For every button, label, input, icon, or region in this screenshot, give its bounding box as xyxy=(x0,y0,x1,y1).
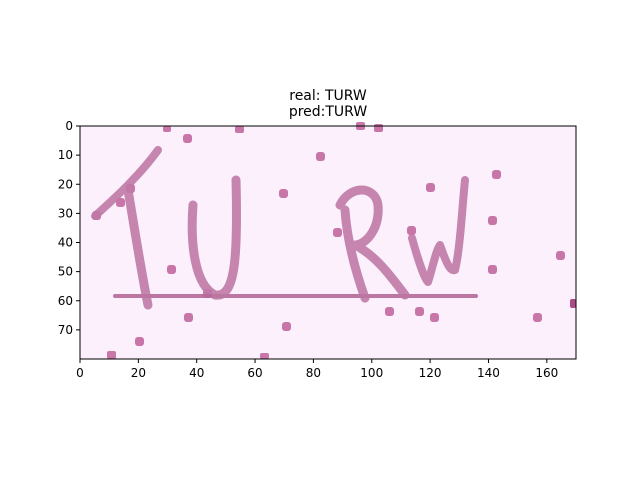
title-pred: pred:TURW xyxy=(289,104,368,120)
y-axis: 0 10 20 30 40 50 60 70 xyxy=(58,119,80,337)
y-tick-label: 50 xyxy=(58,265,73,279)
x-tick-label: 160 xyxy=(535,366,558,380)
image-background xyxy=(80,126,576,359)
x-axis: 0 20 40 60 80 100 120 140 160 xyxy=(76,359,558,380)
x-tick-label: 40 xyxy=(189,366,204,380)
y-tick-label: 20 xyxy=(58,177,73,191)
title-real: real: TURW xyxy=(289,88,367,104)
letter-r xyxy=(340,205,370,303)
noise-dots xyxy=(92,122,576,359)
y-tick-label: 0 xyxy=(65,119,73,133)
handwriting-strokes xyxy=(91,146,478,310)
x-tick-label: 0 xyxy=(76,366,84,380)
letter-w xyxy=(408,176,469,286)
captcha-image xyxy=(79,122,577,360)
x-tick-label: 60 xyxy=(247,366,262,380)
y-tick-label: 70 xyxy=(58,323,73,337)
y-tick-label: 10 xyxy=(58,148,73,162)
y-tick-label: 40 xyxy=(58,236,73,250)
x-tick-label: 20 xyxy=(131,366,146,380)
x-tick-label: 120 xyxy=(419,366,442,380)
y-tick-label: 60 xyxy=(58,294,73,308)
y-tick-label: 30 xyxy=(58,206,73,220)
x-tick-label: 100 xyxy=(360,366,383,380)
x-tick-label: 80 xyxy=(306,366,321,380)
x-tick-label: 140 xyxy=(477,366,500,380)
